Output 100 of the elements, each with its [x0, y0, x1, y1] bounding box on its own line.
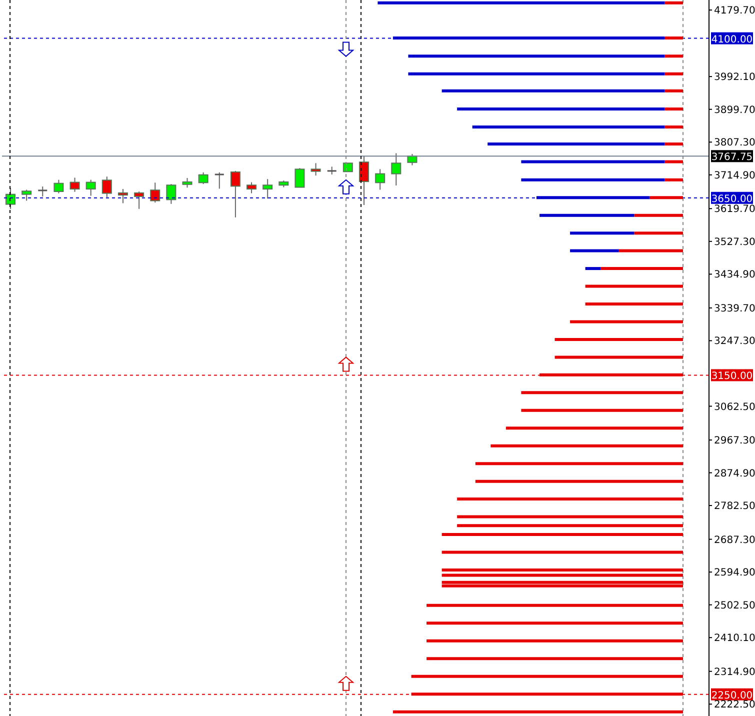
bar: [540, 214, 634, 217]
y-tick-label: 3714.90: [714, 170, 755, 182]
ref-line-label: 4100.00: [711, 34, 753, 46]
bar: [554, 356, 683, 359]
bar: [442, 584, 683, 588]
y-tick-label: 3527.30: [714, 236, 755, 248]
candlestick: [70, 177, 80, 192]
y-tick-label: 2410.10: [714, 633, 755, 644]
bar: [585, 302, 683, 306]
bar: [570, 249, 619, 252]
y-tick-label: 3899.70: [714, 104, 755, 116]
bar: [521, 391, 683, 394]
candlestick: [118, 188, 128, 204]
bar: [442, 89, 665, 92]
y-tick-label: 2222.50: [714, 700, 755, 711]
bar: [664, 1, 683, 4]
candlestick: [246, 182, 257, 194]
bar: [664, 54, 683, 58]
bar: [618, 249, 683, 252]
y-tick-label: 3339.70: [714, 303, 755, 314]
bar: [664, 126, 683, 129]
bar: [475, 480, 683, 483]
bar: [570, 232, 634, 235]
y-tick-label: 3992.10: [714, 72, 755, 84]
bar: [664, 36, 683, 40]
candlestick: [37, 186, 48, 197]
y-tick-label: 4179.70: [714, 6, 755, 17]
y-tick-label: 2502.50: [714, 600, 755, 612]
candlestick: [342, 162, 353, 172]
bar: [442, 580, 683, 584]
bar: [392, 710, 683, 714]
bar: [392, 36, 665, 40]
y-tick-label: 2314.90: [714, 666, 755, 678]
y-tick-label: 3434.90: [714, 270, 755, 281]
bar: [442, 568, 683, 572]
y-tick-label: 3619.70: [714, 204, 755, 216]
ref-line-label: 2250.00: [711, 690, 753, 702]
candlestick: [391, 152, 402, 186]
candlestick: [182, 178, 192, 188]
candlestick: [198, 172, 208, 185]
bar: [585, 284, 683, 288]
y-tick-label: 3247.30: [714, 336, 755, 348]
y-tick-label: 3062.50: [714, 402, 755, 413]
bar: [378, 1, 665, 4]
bar: [411, 674, 683, 678]
candlestick: [54, 179, 64, 194]
bar: [408, 54, 665, 58]
bar: [554, 338, 683, 341]
y-tick-label: 2967.30: [714, 436, 755, 447]
bar: [664, 178, 683, 182]
bar: [408, 72, 665, 76]
bar: [664, 72, 683, 76]
bar: [457, 107, 665, 110]
bar: [570, 320, 683, 324]
ref-line-label: 3767.75: [711, 152, 753, 164]
y-tick-label: 2874.90: [714, 468, 755, 480]
ref-line-label: 3150.00: [711, 371, 753, 382]
y-tick-label: 2782.50: [714, 501, 755, 512]
candlestick: [6, 187, 16, 210]
bar: [490, 444, 683, 448]
bar: [664, 107, 683, 110]
candlestick: [22, 189, 32, 202]
bar: [457, 515, 683, 518]
bar: [472, 126, 665, 129]
candlestick: [102, 176, 112, 198]
bar: [442, 574, 683, 577]
bar: [475, 462, 683, 466]
bar: [457, 498, 683, 501]
candlestick: [359, 156, 369, 206]
bar: [442, 550, 683, 554]
bar: [649, 196, 683, 200]
bar: [521, 160, 665, 164]
bar: [664, 89, 683, 92]
bar: [634, 214, 683, 217]
bar: [664, 142, 683, 146]
bar: [488, 142, 665, 146]
bar: [506, 426, 683, 430]
y-tick-label: 2687.30: [714, 534, 755, 546]
bar: [457, 524, 683, 528]
candlestick: [407, 153, 418, 166]
candlestick: [150, 182, 160, 203]
candlestick: [294, 168, 305, 188]
bar: [521, 178, 665, 182]
ref-line-label: 3650.00: [711, 194, 753, 205]
candlestick: [166, 184, 176, 204]
bar: [600, 267, 683, 270]
bar: [426, 639, 683, 642]
bar: [521, 408, 683, 412]
candlestick: [134, 191, 144, 210]
bar: [426, 657, 683, 660]
bar: [426, 622, 683, 625]
bar: [442, 533, 683, 536]
y-tick-label: 2594.90: [714, 568, 755, 579]
candlestick: [86, 179, 96, 196]
candlestick: [230, 170, 240, 218]
candlestick: [214, 172, 225, 190]
y-tick-label: 3807.30: [714, 138, 755, 149]
candlestick: [375, 168, 386, 190]
bar: [664, 160, 683, 164]
bar: [634, 232, 683, 235]
